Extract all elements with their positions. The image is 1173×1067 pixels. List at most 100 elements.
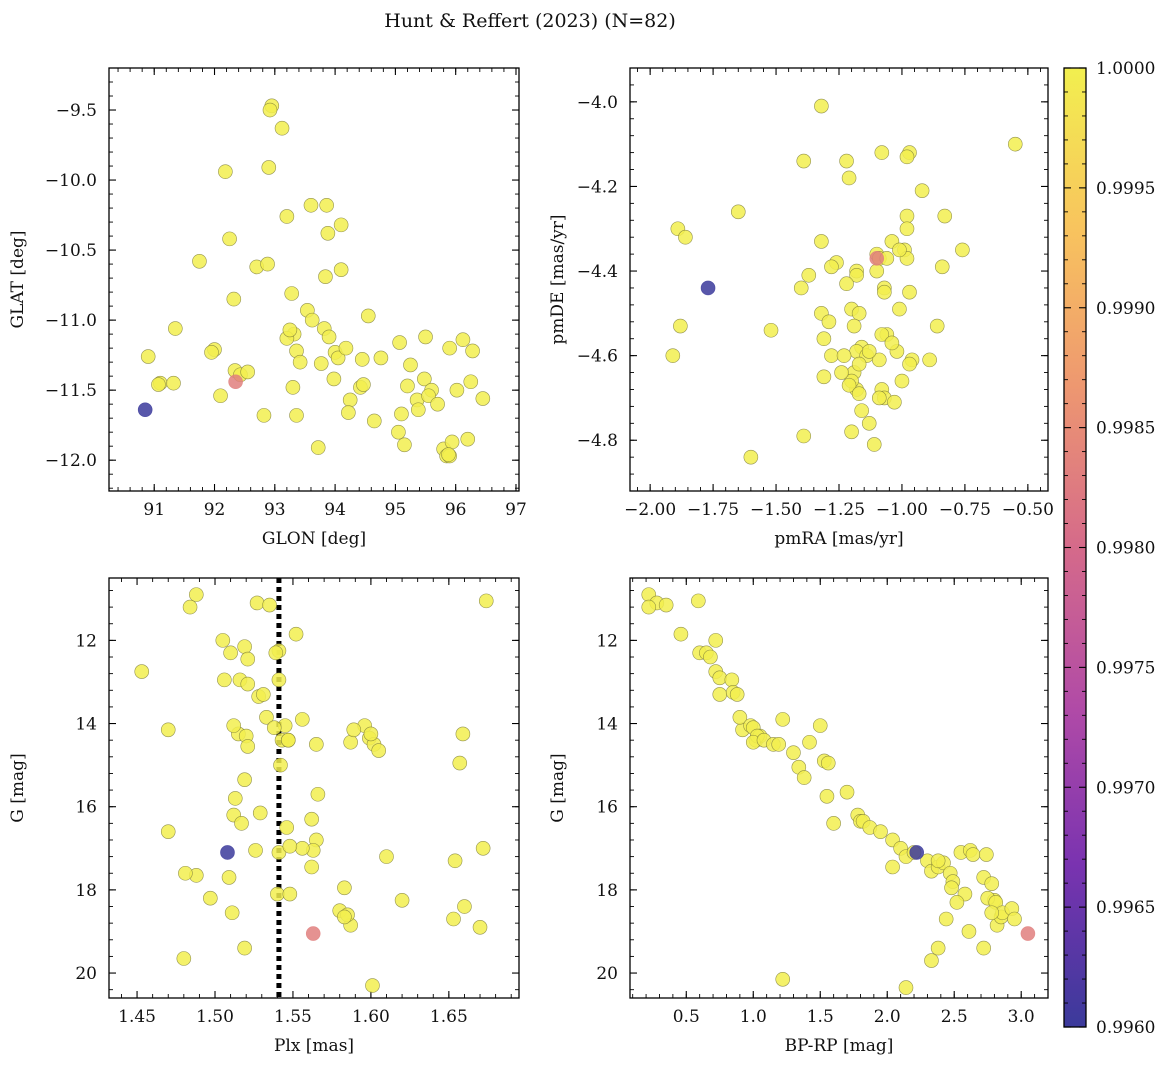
data-point	[282, 886, 298, 902]
data-point	[812, 718, 828, 733]
data-point	[441, 447, 456, 462]
data-point	[354, 352, 370, 367]
data-point	[221, 870, 237, 885]
axes-frame	[108, 67, 520, 492]
data-point	[151, 377, 166, 392]
y-tick-label: −4.6	[577, 347, 618, 367]
data-point	[775, 971, 791, 987]
data-point	[333, 217, 349, 233]
ticks	[109, 578, 519, 998]
data-point	[268, 645, 284, 661]
data-point	[922, 352, 937, 368]
x-tick-label: 3.0	[1008, 1007, 1035, 1027]
data-point	[220, 845, 235, 860]
data-point	[261, 160, 277, 175]
data-point	[861, 416, 877, 431]
y-axis-label: pmDE [mas/yr]	[548, 214, 568, 344]
data-point	[346, 722, 362, 738]
data-point	[839, 784, 855, 800]
data-point	[743, 449, 759, 465]
data-point	[140, 349, 156, 364]
data-point	[284, 286, 299, 301]
data-point	[189, 587, 204, 602]
data-point	[256, 687, 271, 702]
data-point	[930, 940, 946, 956]
x-tick-label: 2.5	[941, 1007, 968, 1027]
y-tick-label: 14	[75, 715, 97, 735]
data-point	[279, 820, 295, 835]
data-point	[898, 980, 914, 995]
data-point	[240, 651, 256, 667]
data-point	[262, 102, 278, 118]
data-point	[475, 391, 491, 406]
data-point	[271, 672, 287, 688]
data-point	[403, 357, 418, 373]
data-point	[337, 880, 352, 896]
y-tick-label: 18	[75, 881, 97, 901]
data-point	[819, 789, 835, 804]
colorbar-tick-label: 0.9980	[1096, 539, 1155, 559]
x-tick-label: 96	[445, 500, 467, 520]
data-point	[452, 755, 468, 771]
data-point	[874, 145, 890, 160]
data-point	[712, 670, 728, 686]
data-point	[930, 853, 946, 869]
data-point	[430, 396, 445, 412]
data-point	[1007, 911, 1022, 927]
data-point	[304, 859, 319, 875]
data-point	[274, 120, 290, 136]
x-tick-label: 1.5	[807, 1007, 834, 1027]
data-point	[259, 710, 274, 725]
colorbar-tick-label: 0.9990	[1096, 299, 1155, 319]
data-point	[319, 197, 334, 213]
data-point	[885, 859, 900, 875]
data-point	[814, 98, 829, 114]
y-tick-label: −12.0	[45, 451, 97, 471]
data-point	[305, 926, 321, 941]
data-point	[260, 256, 275, 272]
x-tick-label: 1.50	[196, 1007, 234, 1027]
data-point	[288, 626, 304, 642]
data-point	[703, 649, 718, 665]
data-point	[366, 413, 382, 429]
data-point	[700, 280, 716, 296]
data-point	[295, 712, 310, 727]
x-tick-label: −2.00	[624, 500, 676, 520]
axes-frame	[629, 67, 1049, 492]
data-point	[836, 348, 852, 363]
data-point	[1007, 136, 1023, 152]
colorbar-tick-label: 0.9960	[1096, 1018, 1155, 1038]
x-tick-label: −1.00	[876, 500, 928, 520]
data-point	[282, 322, 298, 338]
data-point	[839, 276, 854, 292]
data-point	[824, 259, 839, 275]
data-point	[475, 840, 491, 856]
data-point	[182, 599, 198, 615]
data-point	[240, 676, 256, 692]
panel-plx-g: 1.45 1.50 1.55 1.60 1.65 12 14 16 18 20 Plx [mas] G…	[8, 577, 520, 1056]
data-point	[796, 153, 812, 169]
axes-frame	[629, 577, 1049, 999]
x-tick-label: 0.5	[673, 1007, 700, 1027]
data-point	[861, 344, 877, 359]
colorbar-tick-label: 1.0000	[1096, 59, 1155, 79]
data-point	[337, 909, 352, 925]
data-point	[226, 291, 242, 307]
x-tick-label: −1.75	[687, 500, 739, 520]
x-tick-label: −1.50	[750, 500, 802, 520]
data-point	[771, 737, 787, 752]
panel-glon-glat: 91 92 93 94 95 96 97 −9.5 −10.0 −10.5 −11.0 −11.5 −1…	[8, 67, 527, 549]
data-point	[866, 437, 882, 452]
data-point	[851, 306, 867, 321]
data-point	[673, 318, 688, 334]
x-axis-label: Plx [mas]	[274, 1036, 354, 1056]
data-point	[240, 364, 255, 380]
panel-pmra-pmde: −2.00 −1.75 −1.50 −1.25 −1.00 −0.75 −0.50 −4.0 −…	[548, 67, 1054, 549]
data-point	[786, 745, 801, 760]
points	[665, 98, 1023, 465]
data-point	[223, 645, 238, 661]
data-point	[844, 424, 859, 440]
data-point	[839, 153, 854, 169]
data-point	[394, 892, 410, 908]
